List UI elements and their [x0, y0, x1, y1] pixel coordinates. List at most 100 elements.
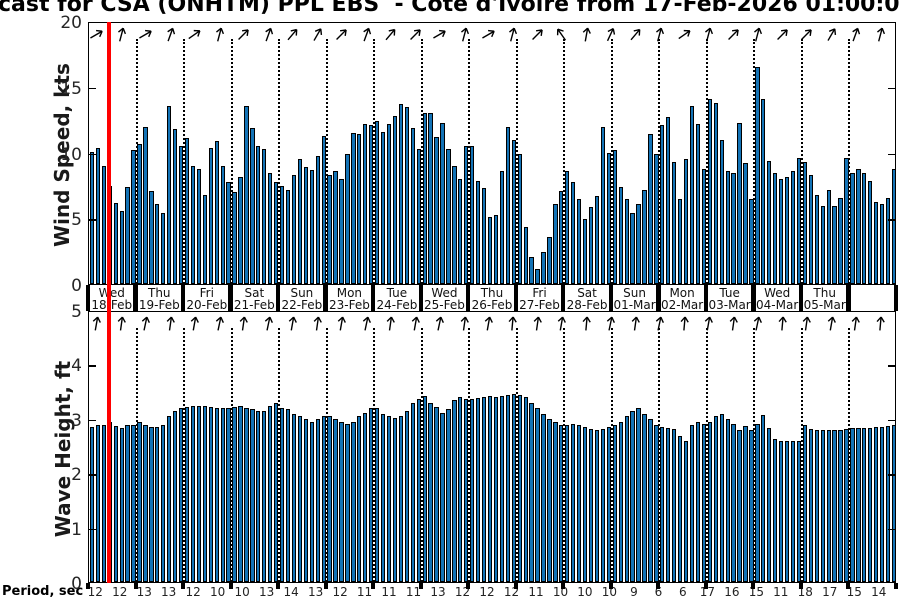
wind-speed-bar [101, 166, 106, 285]
wind-speed-bar [143, 126, 148, 285]
wave-height-direction-arrow-icon [798, 315, 815, 336]
wave-height-bar [428, 402, 433, 583]
wave-height-bar [386, 416, 392, 583]
wind-speed-bar [416, 148, 421, 285]
x-axis-day-label: Thu 26-Feb [470, 287, 514, 311]
wind-speed-bar [262, 148, 267, 285]
wind-speed-bar [838, 197, 843, 285]
wave-height-bar [172, 411, 178, 583]
wave-height-bar [434, 407, 439, 583]
wind-speed-bar [297, 159, 303, 285]
wave-height-bar [345, 423, 350, 583]
x-axis-day-label: Mon 23-Feb [328, 287, 372, 311]
x-axis-day-label: Wed 18-Feb [90, 287, 134, 311]
x-axis-day-label: Tue 24-Feb [375, 287, 419, 311]
wind-speed-bar [95, 147, 101, 285]
x-axis-day-label: Sun 22-Feb [280, 287, 324, 311]
wave-height-bar [565, 424, 570, 583]
wave-height-bar [167, 416, 172, 583]
day-boundary-dotted-line [515, 328, 518, 582]
wave-height-bar [493, 397, 499, 583]
wind-speed-bar [725, 171, 730, 285]
wave-height-direction-arrow-icon [407, 315, 424, 336]
wave-height-tick-right [888, 528, 895, 531]
wave-height-bar [155, 427, 160, 583]
wind-speed-tick-right [888, 219, 895, 221]
wave-height-bar [820, 430, 825, 583]
wave-height-bar [416, 398, 421, 583]
wind-speed-bar [737, 122, 742, 285]
wave-height-bar [642, 413, 647, 583]
wave-height-bar [523, 397, 528, 583]
day-of-week: Tue [719, 286, 740, 300]
wave-height-bar [363, 412, 368, 583]
day-of-week: Wed [431, 286, 458, 300]
wave-height-bar [339, 421, 344, 583]
wind-speed-bar [844, 158, 849, 285]
wind-speed-bar [850, 172, 855, 285]
wind-speed-bar [784, 176, 790, 285]
wave-height-bar [713, 416, 718, 583]
wind-speed-bar [618, 187, 623, 285]
wind-speed-bar [606, 152, 611, 285]
wave-height-bar [868, 427, 873, 583]
day-boundary-tick [703, 285, 709, 311]
wind-speed-bar [464, 146, 469, 285]
wind-speed-bar [879, 204, 885, 285]
wave-height-tick-right [888, 474, 895, 476]
wave-height-bar [475, 397, 481, 583]
wave-height-bar [588, 428, 594, 583]
wind-speed-bar [547, 237, 552, 285]
wind-speed-bar [666, 117, 671, 285]
wave-height-direction-arrow-icon [211, 315, 228, 336]
wind-speed-bar [392, 116, 398, 285]
wave-height-bar [844, 428, 849, 583]
wind-speed-bar [119, 210, 124, 285]
period-value: 6 [654, 585, 663, 599]
wave-height-direction-arrow-icon [333, 315, 350, 336]
wind-speed-bar [802, 162, 808, 285]
wind-speed-bar [856, 168, 861, 285]
wave-height-bar [695, 421, 701, 583]
day-date: 04-Mar [756, 298, 799, 312]
wind-speed-bar [250, 127, 255, 285]
period-band-tick [751, 583, 756, 589]
wind-speed-bar [428, 113, 433, 285]
period-value: 9 [630, 585, 638, 599]
wave-height-bar [374, 408, 380, 583]
day-boundary-dotted-line [278, 39, 281, 284]
wind-speed-bar [517, 154, 522, 285]
wave-height-bar [487, 396, 493, 583]
wind-speed-bar [505, 126, 510, 285]
period-value: 12 [479, 585, 495, 599]
wave-height-bar [802, 424, 808, 583]
wind-speed-bar [315, 155, 320, 285]
wave-height-tick-left [89, 474, 96, 476]
wave-height-direction-arrow-icon [284, 315, 301, 336]
wind-speed-bar [487, 217, 493, 285]
wave-height-bar [749, 430, 754, 583]
wind-speed-ytick-label: 10 [60, 144, 82, 165]
day-boundary-tick [85, 285, 91, 311]
wind-speed-ytick-label: 5 [71, 210, 82, 231]
wind-speed-bar [214, 141, 219, 285]
wind-speed-bar [820, 205, 825, 285]
wind-speed-bar [327, 175, 332, 285]
day-of-week: Thu [148, 286, 171, 300]
day-of-week: Thu [813, 286, 836, 300]
period-band-tick [894, 583, 898, 589]
wave-height-bar [773, 438, 778, 583]
wind-speed-tick-left [89, 219, 96, 221]
wind-speed-bar [303, 167, 308, 285]
wave-height-tick-left [89, 419, 96, 422]
wave-height-direction-arrow-icon [504, 315, 521, 336]
period-value: 12 [185, 585, 201, 599]
x-axis-day-label: Fri 20-Feb [185, 287, 229, 311]
wind-speed-bar [499, 171, 505, 285]
day-boundary-tick [323, 285, 328, 311]
period-value: 10 [210, 585, 226, 599]
day-boundary-tick [798, 285, 804, 311]
wind-speed-bar [184, 138, 190, 285]
wave-height-direction-arrow-icon [578, 315, 595, 336]
